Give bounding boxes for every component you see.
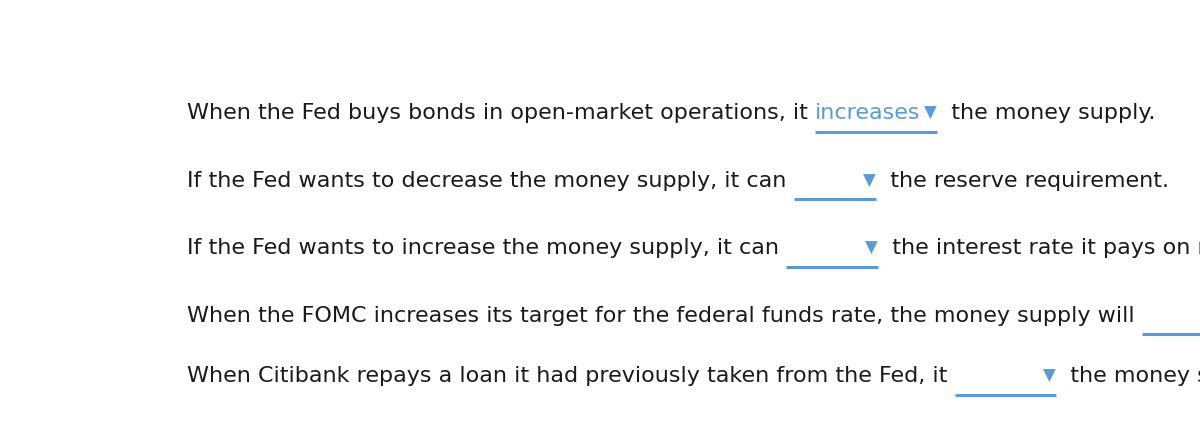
- Text: If the Fed wants to decrease the money supply, it can: If the Fed wants to decrease the money s…: [187, 171, 793, 191]
- Text: increases: increases: [815, 103, 920, 123]
- Text: When the Fed buys bonds in open-market operations, it: When the Fed buys bonds in open-market o…: [187, 103, 815, 123]
- Text: ▼: ▼: [1043, 367, 1056, 385]
- Text: ▼: ▼: [924, 104, 937, 122]
- Text: the reserve requirement.: the reserve requirement.: [876, 171, 1169, 191]
- Text: When the FOMC increases its target for the federal funds rate, the money supply : When the FOMC increases its target for t…: [187, 306, 1142, 325]
- Text: If the Fed wants to increase the money supply, it can: If the Fed wants to increase the money s…: [187, 238, 786, 258]
- Text: the interest rate it pays on reserves.: the interest rate it pays on reserves.: [878, 238, 1200, 258]
- Text: When Citibank repays a loan it had previously taken from the Fed, it: When Citibank repays a loan it had previ…: [187, 366, 955, 386]
- Text: the money supply.: the money supply.: [1056, 366, 1200, 386]
- Text: the money supply.: the money supply.: [937, 103, 1156, 123]
- Text: ▼: ▼: [865, 239, 878, 257]
- Text: ▼: ▼: [864, 172, 876, 190]
